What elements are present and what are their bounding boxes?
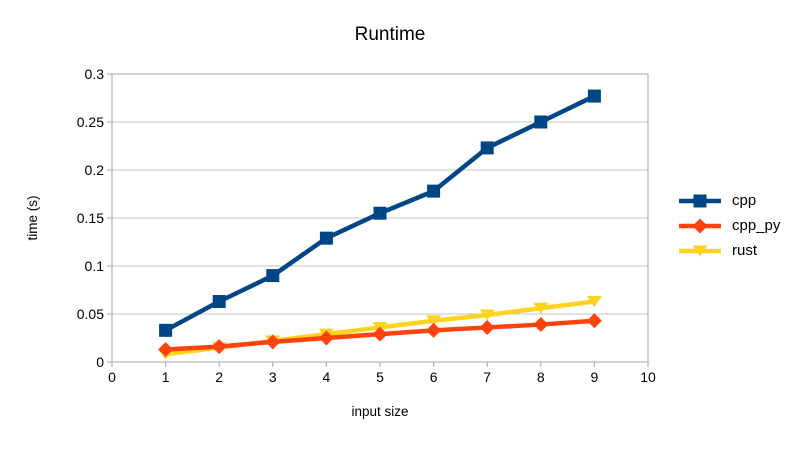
y-tick-label-0.3: 0.3 [84,66,104,82]
legend-label-cpp: cpp [732,192,757,209]
y-tick-label-0.25: 0.25 [76,114,104,130]
legend-label-cpp_py: cpp_py [732,217,781,234]
x-tick-label-6: 6 [429,369,438,385]
data-point-cpp-x5 [373,206,387,220]
y-tick-label-0: 0 [96,354,104,370]
y-tick-label-0.2: 0.2 [84,162,104,178]
x-tick-label-9: 9 [590,369,599,385]
x-tick-label-3: 3 [268,369,277,385]
legend-item-rust: rust [678,238,780,263]
data-point-rust-x9 [586,296,602,308]
y-tick-label-0.05: 0.05 [76,306,104,322]
data-point-cpp_py-x9 [586,313,602,329]
x-tick-label-7: 7 [483,369,492,385]
series-cpp [159,89,601,337]
legend-marker-cpp [693,194,707,207]
data-point-cpp_py-x2 [211,339,227,355]
legend-marker-rust [692,245,708,256]
x-tick-label-4: 4 [322,369,331,385]
chart-title: Runtime [354,24,426,45]
x-tick-label-10: 10 [640,369,656,385]
y-tick-label-0.15: 0.15 [76,210,104,226]
data-point-cpp_py-x4 [318,330,334,346]
series-cpp_py [158,313,602,358]
data-point-rust-x7 [479,309,495,321]
data-point-cpp-x1 [159,323,173,337]
legend-diamond-swatch-icon [679,218,721,233]
data-point-cpp-x6 [427,184,441,198]
x-tick-label-0: 0 [108,369,116,385]
data-point-cpp_py-x1 [158,342,174,358]
data-point-cpp-x8 [534,115,548,129]
data-point-cpp_py-x8 [533,317,549,333]
x-tick-label-1: 1 [161,369,170,385]
data-point-rust-x8 [533,302,549,314]
data-point-cpp-x3 [266,269,280,283]
x-tick-label-5: 5 [376,369,384,385]
data-point-cpp_py-x3 [265,334,281,350]
data-point-cpp-x4 [319,231,333,245]
legend-triangle-down-swatch-icon [679,245,721,256]
y-tick-label-0.1: 0.1 [84,258,104,274]
data-point-cpp-x2 [212,295,226,309]
legend-label-rust: rust [732,242,758,259]
x-tick-label-8: 8 [536,369,545,385]
legend-item-cpp: cpp [678,188,780,213]
data-point-rust-x6 [426,315,442,327]
data-point-cpp-x7 [480,141,494,155]
x-tick-label-2: 2 [215,369,224,385]
data-point-cpp-x9 [587,89,601,103]
data-point-cpp_py-x6 [426,322,442,338]
data-point-cpp_py-x5 [372,326,388,342]
legend-marker-cpp_py [692,218,708,233]
x-axis-title: input size [351,404,409,419]
data-point-cpp_py-x7 [479,319,495,335]
legend-square-swatch-icon [679,194,721,207]
legend-item-cpp_py: cpp_py [678,213,780,238]
